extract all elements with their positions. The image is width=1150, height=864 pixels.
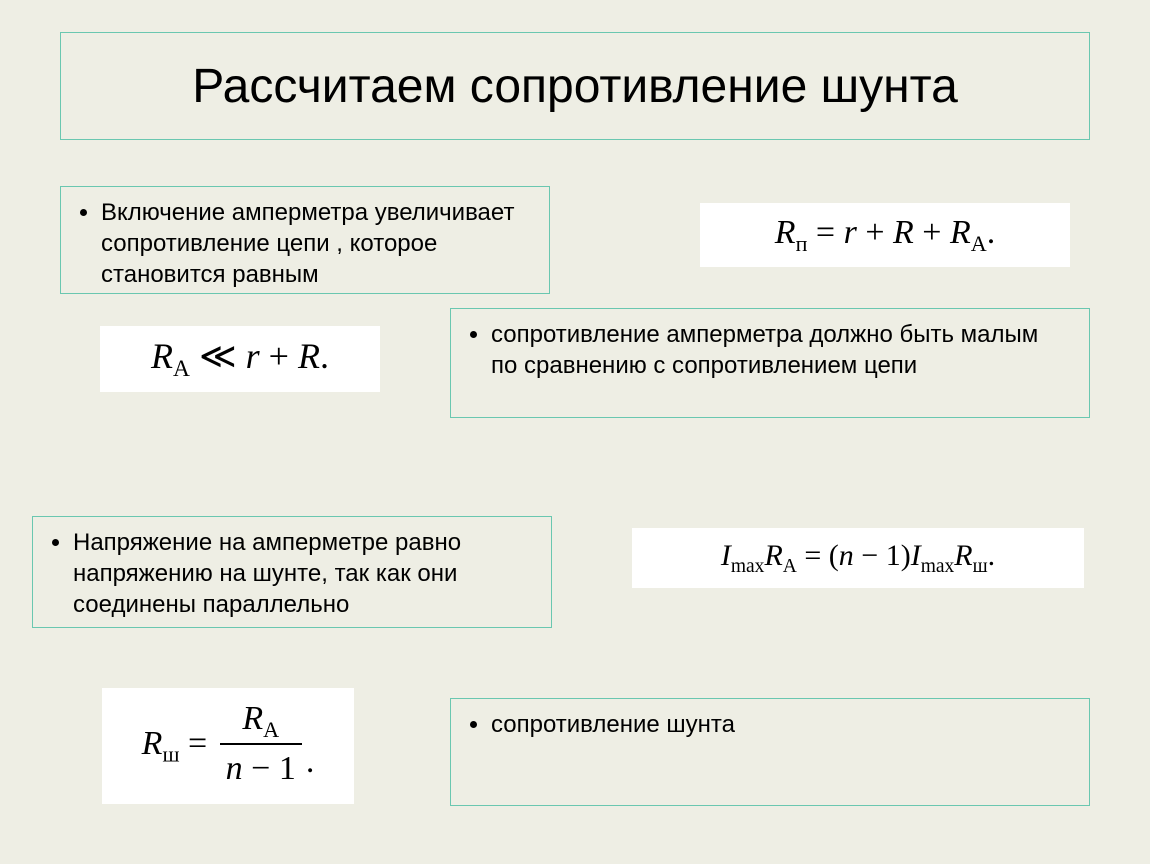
formula-3: ImaxRА = (n − 1)ImaxRш.	[721, 539, 995, 578]
bullet-box-4: сопротивление шунта	[450, 698, 1090, 806]
formula-box-1: Rп = r + R + RА.	[700, 203, 1070, 267]
title-box: Рассчитаем сопротивление шунта	[60, 32, 1090, 140]
bullet-box-3: Напряжение на амперметре равно напряжени…	[32, 516, 552, 628]
formula-box-4: Rш = RА n − 1 .	[102, 688, 354, 804]
formula-box-3: ImaxRА = (n − 1)ImaxRш.	[632, 528, 1084, 588]
bullet-3-text: Напряжение на амперметре равно напряжени…	[73, 527, 531, 621]
slide: Рассчитаем сопротивление шунта Включение…	[0, 0, 1150, 864]
formula-box-2: RА ≪ r + R.	[100, 326, 380, 392]
formula-4: Rш = RА n − 1 .	[142, 699, 315, 793]
slide-title: Рассчитаем сопротивление шунта	[192, 59, 958, 114]
formula-2: RА ≪ r + R.	[151, 335, 329, 383]
bullet-box-2: сопротивление амперметра должно быть мал…	[450, 308, 1090, 418]
formula-1: Rп = r + R + RА.	[775, 214, 995, 257]
bullet-4-text: сопротивление шунта	[491, 709, 1069, 740]
bullet-1-text: Включение амперметра увеличивает сопроти…	[101, 197, 529, 291]
bullet-2-text: сопротивление амперметра должно быть мал…	[491, 319, 1069, 381]
bullet-box-1: Включение амперметра увеличивает сопроти…	[60, 186, 550, 294]
